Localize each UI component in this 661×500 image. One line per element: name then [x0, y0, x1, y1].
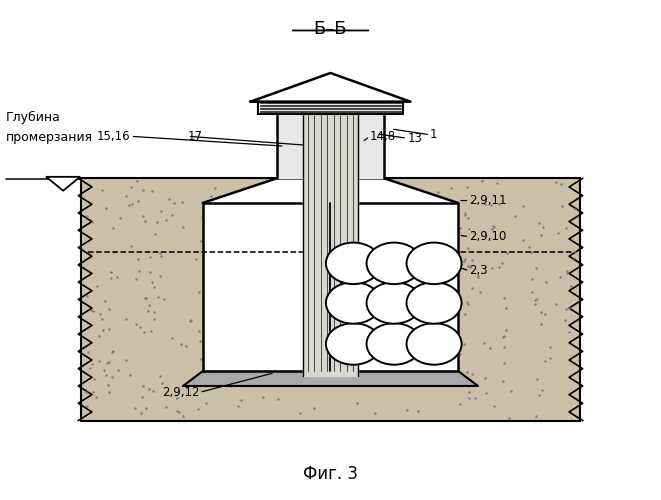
Circle shape	[367, 323, 422, 364]
Text: 2,3: 2,3	[469, 264, 488, 278]
Polygon shape	[258, 102, 403, 114]
Polygon shape	[277, 114, 384, 178]
Circle shape	[407, 323, 461, 364]
Circle shape	[367, 282, 422, 324]
Text: 14,8: 14,8	[369, 130, 396, 143]
Polygon shape	[203, 178, 458, 203]
Text: 1: 1	[430, 128, 438, 141]
Polygon shape	[251, 73, 410, 102]
Circle shape	[407, 282, 461, 324]
Text: 15,16: 15,16	[97, 130, 131, 143]
Circle shape	[326, 282, 381, 324]
Polygon shape	[203, 203, 458, 371]
Text: 13: 13	[407, 132, 422, 145]
Polygon shape	[183, 371, 478, 386]
Circle shape	[367, 242, 422, 284]
Text: 2,9,10: 2,9,10	[469, 230, 507, 243]
Text: Б–Б: Б–Б	[314, 20, 347, 38]
Text: Глубина: Глубина	[6, 111, 61, 124]
Circle shape	[326, 323, 381, 364]
Text: Фиг. 3: Фиг. 3	[303, 466, 358, 483]
Text: промерзания: промерзания	[6, 130, 93, 143]
Circle shape	[326, 242, 381, 284]
Text: 2,9,11: 2,9,11	[469, 194, 507, 207]
Circle shape	[407, 242, 461, 284]
Polygon shape	[81, 178, 580, 420]
Text: 2,9,12: 2,9,12	[162, 386, 200, 399]
Text: 17: 17	[188, 130, 203, 143]
Polygon shape	[303, 109, 358, 376]
Polygon shape	[46, 177, 80, 190]
